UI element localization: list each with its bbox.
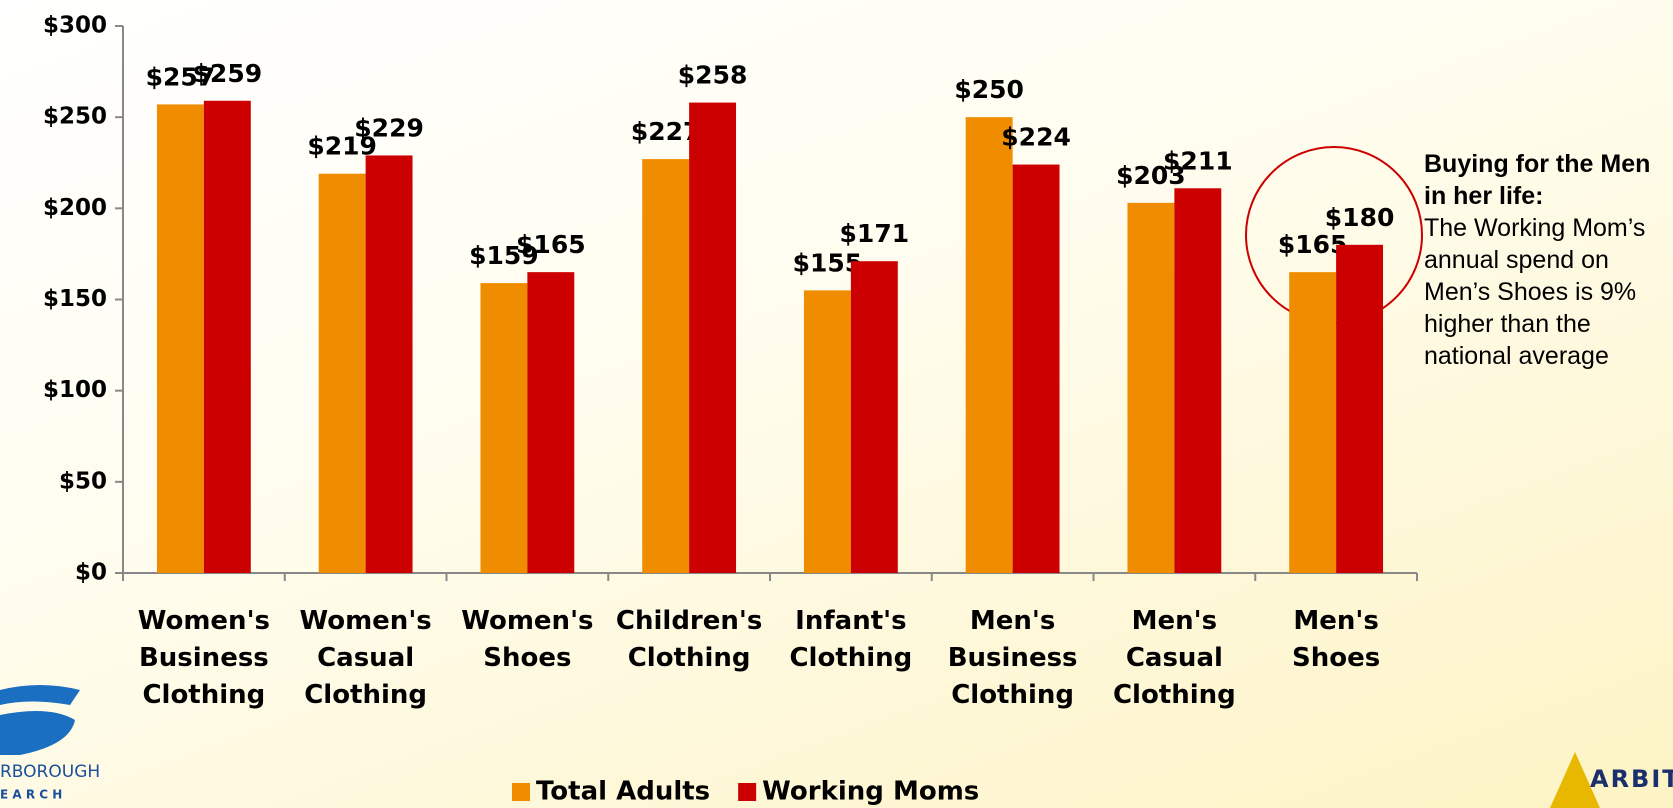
- bar: [1012, 164, 1060, 573]
- x-tick-label: Infant's Clothing: [789, 606, 912, 673]
- bar: [480, 283, 528, 573]
- logo-text: ARBITRON: [1590, 765, 1673, 793]
- x-tick-label: Children's Clothing: [616, 606, 762, 673]
- annotation: Buying for the Men in her life: The Work…: [1424, 148, 1669, 372]
- bar: [156, 104, 204, 574]
- data-label: $258: [678, 61, 748, 90]
- data-label: $259: [193, 59, 263, 88]
- data-label: $257: [146, 62, 216, 91]
- y-tick-label: $150: [43, 286, 107, 312]
- data-label: $224: [1001, 123, 1071, 152]
- data-label: $165: [516, 230, 586, 259]
- data-label: $250: [954, 75, 1024, 104]
- bar: [1289, 272, 1337, 573]
- x-tick-label: Men's Casual Clothing: [1113, 606, 1236, 710]
- bar: [527, 272, 575, 573]
- y-tick-label: $50: [59, 468, 107, 494]
- logo-right: ARBITRON: [1550, 752, 1673, 808]
- y-tick-label: $300: [43, 13, 107, 39]
- annotation-text: The Working Mom’s annual spend on Men’s …: [1424, 214, 1646, 370]
- legend-swatch: [512, 783, 530, 801]
- bar: [318, 173, 366, 573]
- legend-label: Working Moms: [762, 777, 979, 807]
- bar: [203, 100, 251, 574]
- bar: [689, 102, 737, 573]
- x-tick-label: Men's Shoes: [1292, 606, 1380, 673]
- data-label: $165: [1278, 230, 1348, 259]
- data-label: $211: [1163, 146, 1233, 175]
- y-tick-label: $250: [43, 104, 107, 130]
- legend-label: Total Adults: [536, 777, 710, 807]
- bar: [365, 155, 413, 573]
- x-tick-label: Men's Business Clothing: [948, 606, 1078, 710]
- x-tick-label: Women's Casual Clothing: [299, 606, 431, 710]
- data-label: $159: [469, 241, 539, 270]
- data-label: $171: [840, 219, 910, 248]
- annotation-title: Buying for the Men in her life:: [1424, 150, 1651, 210]
- bar: [850, 261, 898, 573]
- bar: [803, 290, 851, 573]
- logo-text: E A R C H: [0, 788, 62, 802]
- data-label: $219: [307, 132, 377, 161]
- bar: [965, 117, 1013, 574]
- bar: [642, 159, 690, 573]
- data-label: $227: [631, 117, 701, 146]
- y-tick-label: $0: [75, 560, 107, 586]
- data-label: $203: [1116, 161, 1186, 190]
- data-label: $155: [793, 248, 863, 277]
- logo-left: RBOROUGH E A R C H: [0, 685, 100, 802]
- y-tick-label: $100: [43, 377, 107, 403]
- x-tick-label: Women's Business Clothing: [138, 606, 270, 710]
- legend-swatch: [738, 783, 757, 801]
- data-label: $229: [354, 113, 424, 142]
- bar: [1127, 202, 1175, 573]
- y-tick-label: $200: [43, 195, 107, 221]
- logo-shape: [1550, 752, 1600, 808]
- bar: [1336, 244, 1384, 574]
- bar: [1174, 188, 1222, 573]
- logo-shape: [0, 685, 80, 755]
- data-label: $180: [1325, 203, 1395, 232]
- logo-text: RBOROUGH: [0, 762, 100, 782]
- x-tick-label: Women's Shoes: [461, 606, 593, 673]
